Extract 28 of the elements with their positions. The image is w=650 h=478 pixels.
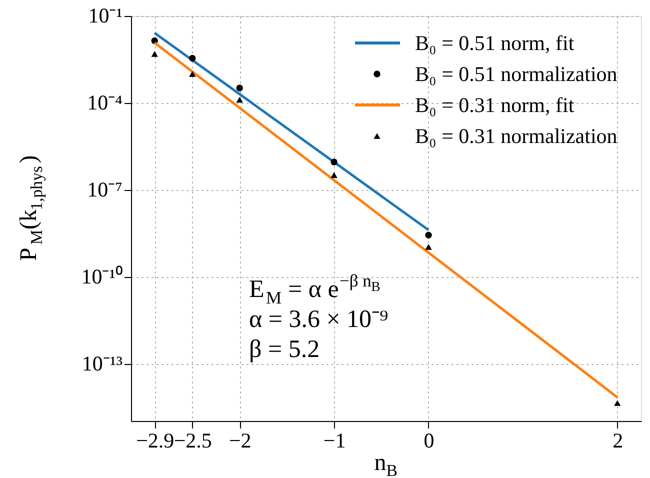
legend-label: B₀ = 0.51 normalization [415,62,618,86]
point [425,232,432,238]
point [189,54,196,62]
annotation: α = 3.6 × 10⁻⁹ [249,306,388,333]
point [614,400,621,406]
y-tick-label: 10⁻⁷ [87,178,122,202]
point [236,96,243,103]
point [425,244,432,250]
x-tick-label: 2 [612,428,624,452]
x-tick-label: −1 [323,428,346,452]
point [330,158,338,166]
x-tick-label: 0 [424,428,434,452]
y-tick-label: 10⁻¹³ [82,352,122,376]
point [189,71,196,77]
legend-label: B₀ = 0.51 norm, fit [415,31,574,55]
y-axis-title: PM(k1,phys) [16,155,46,261]
point [236,84,243,92]
x-tick-label: −2 [228,428,252,452]
point [330,172,338,178]
y-tick-label: 10⁻¹ [88,4,122,28]
legend-label: B₀ = 0.31 norm, fit [415,93,574,117]
point [151,51,158,57]
legend-label: B₀ = 0.31 normalization [415,124,618,148]
x-tick-label: −2.5 [174,428,212,452]
x-tick-label: −2.9 [136,428,174,452]
annotation: β = 5.2 [249,336,320,363]
y-tick-label: 10⁻¹⁰ [81,264,122,289]
y-tick-label: 10⁻⁴ [87,90,122,115]
